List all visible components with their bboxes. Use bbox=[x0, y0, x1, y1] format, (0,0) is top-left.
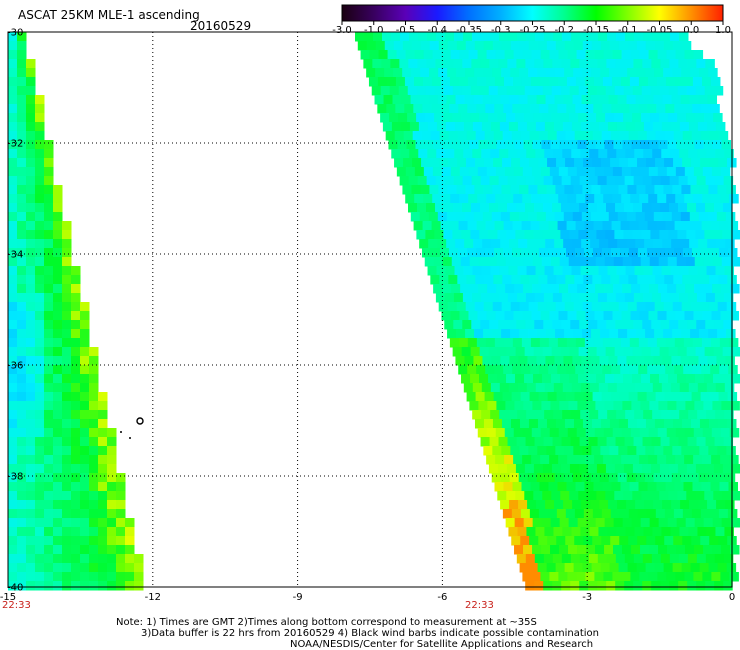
colorbar-tick-label: -0.1 bbox=[617, 25, 638, 36]
x-axis-label: -9 bbox=[292, 592, 303, 603]
island-marker-icon bbox=[136, 417, 144, 425]
map-date: 20160529 bbox=[190, 19, 252, 33]
colorbar bbox=[341, 4, 724, 25]
colorbar-tick-label: -0.15 bbox=[583, 25, 609, 36]
x-axis-label: -15 bbox=[0, 592, 17, 603]
x-axis-label: -12 bbox=[144, 592, 161, 603]
colorbar-tick-label: -0.25 bbox=[519, 25, 546, 36]
map-title: ASCAT 25KM MLE-1 ascending bbox=[18, 8, 200, 22]
colorbar-tick-label: -1.0 bbox=[363, 25, 384, 36]
y-axis-label: -30 bbox=[7, 27, 24, 39]
colorbar-tick-label: -0.5 bbox=[395, 25, 416, 36]
x-axis-label: -3 bbox=[582, 592, 593, 603]
note-line-2: 3)Data buffer is 22 hrs from 20160529 4)… bbox=[141, 628, 599, 639]
y-axis-label: -34 bbox=[7, 249, 24, 261]
wind-swath-cells bbox=[8, 32, 740, 591]
swath-time-left: 22:33 bbox=[2, 600, 31, 611]
island-speck-icon bbox=[120, 431, 122, 433]
colorbar-tick-label: -0.4 bbox=[427, 25, 448, 36]
y-axis-label: -38 bbox=[7, 471, 24, 483]
note-line-1: Note: 1) Times are GMT 2)Times along bot… bbox=[116, 617, 537, 628]
island-speck-icon bbox=[129, 437, 131, 439]
colorbar-tick-label: -0.05 bbox=[646, 25, 673, 36]
y-axis-label: -36 bbox=[7, 360, 24, 372]
colorbar-tick-label: -0.3 bbox=[490, 25, 511, 36]
colorbar-tick-label: -0.35 bbox=[456, 25, 482, 36]
x-axis-label: -6 bbox=[437, 592, 448, 603]
y-axis-label: -40 bbox=[7, 582, 24, 594]
colorbar-tick-label: -3.0 bbox=[332, 25, 352, 36]
colorbar-tick-label: -0.2 bbox=[554, 25, 575, 36]
swath-time-right: 22:33 bbox=[465, 600, 494, 611]
x-axis-label: 0 bbox=[728, 592, 736, 603]
note-line-3: NOAA/NESDIS/Center for Satellite Applica… bbox=[290, 639, 594, 650]
colorbar-tick-label: 0.0 bbox=[683, 25, 700, 36]
plot-frame bbox=[7, 31, 733, 588]
colorbar-tick-label: 1.0 bbox=[715, 25, 731, 36]
y-axis-label: -32 bbox=[7, 138, 24, 150]
